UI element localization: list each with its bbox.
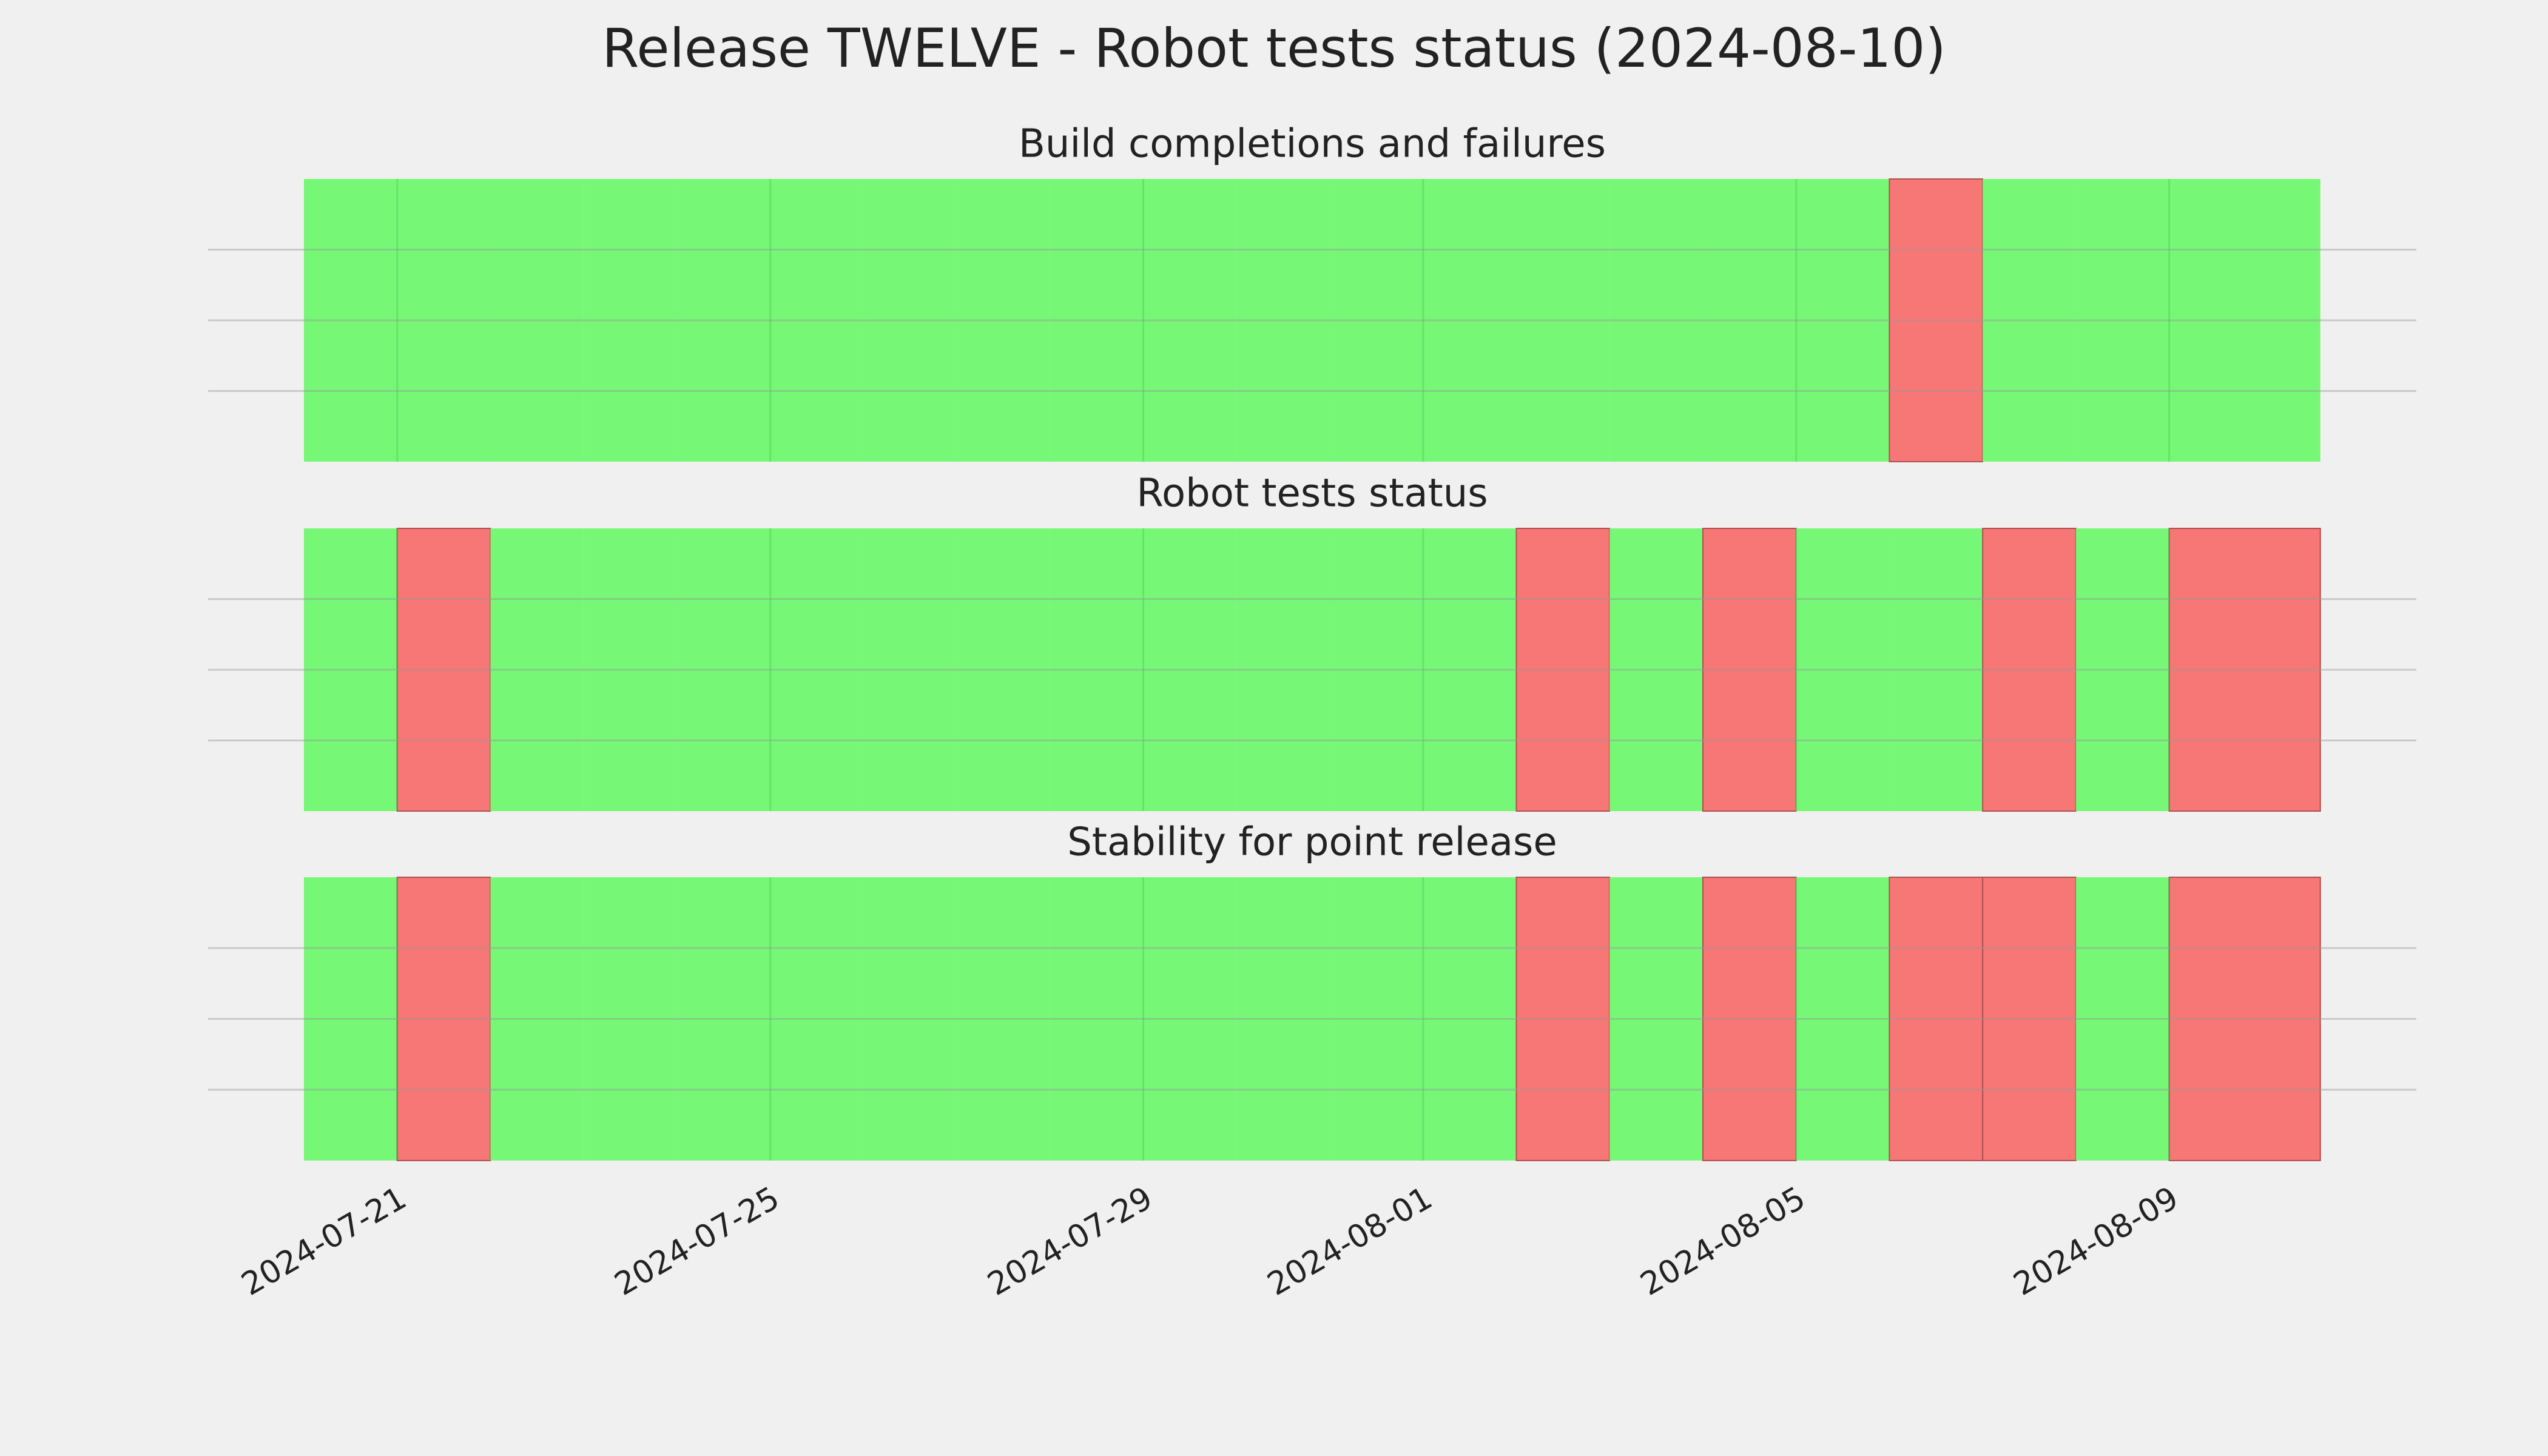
status-bar	[1423, 528, 1517, 811]
status-bar	[1050, 179, 1144, 462]
panel-title: Build completions and failures	[1019, 122, 1606, 167]
figure-title: Release TWELVE - Robot tests status (202…	[602, 17, 1946, 79]
status-bar	[2075, 179, 2169, 462]
status-bar	[863, 877, 957, 1161]
status-bar	[957, 528, 1050, 811]
status-bar	[490, 877, 584, 1161]
status-bar	[1983, 179, 2076, 462]
status-bar	[1423, 877, 1517, 1161]
status-bar	[1516, 179, 1610, 462]
status-bar	[2168, 877, 2321, 1161]
status-bar	[1889, 178, 1984, 462]
status-bar	[1609, 179, 1703, 462]
status-bar	[1143, 877, 1237, 1161]
status-bar	[1143, 528, 1237, 811]
status-bar	[2075, 877, 2169, 1161]
status-bar	[2168, 528, 2321, 812]
status-bar	[676, 179, 770, 462]
status-bar	[863, 179, 957, 462]
status-bar	[1330, 877, 1423, 1161]
status-bar	[1236, 179, 1330, 462]
status-bar	[2169, 179, 2320, 462]
status-bar	[584, 528, 677, 811]
status-bar	[1889, 528, 1983, 811]
status-bar	[770, 179, 864, 462]
status-bar	[1796, 528, 1890, 811]
status-bar	[1515, 877, 1611, 1161]
status-bar	[1143, 179, 1237, 462]
status-bar	[397, 179, 491, 462]
status-bar	[1423, 179, 1517, 462]
status-bar	[1796, 877, 1890, 1161]
status-bar	[1609, 528, 1703, 811]
status-bar	[770, 528, 864, 811]
status-bar	[676, 877, 770, 1161]
status-bar	[676, 528, 770, 811]
status-bar	[396, 528, 491, 812]
status-bar	[584, 179, 677, 462]
status-bar	[2075, 528, 2169, 811]
status-bar	[957, 179, 1050, 462]
status-bar	[1236, 877, 1330, 1161]
panel-title: Stability for point release	[1067, 820, 1557, 865]
status-bar	[863, 528, 957, 811]
status-bar	[304, 179, 397, 462]
status-bar	[1702, 179, 1796, 462]
status-bar	[1236, 528, 1330, 811]
status-bar	[1330, 528, 1423, 811]
status-bar	[1702, 877, 1797, 1161]
status-bar	[1796, 179, 1890, 462]
status-bar	[1702, 528, 1797, 812]
status-bar	[490, 528, 584, 811]
status-bar	[770, 877, 864, 1161]
status-bar	[304, 528, 397, 811]
status-bar	[1050, 528, 1144, 811]
status-bar	[957, 877, 1050, 1161]
status-bar	[1609, 877, 1703, 1161]
status-bar	[1330, 179, 1423, 462]
status-bar	[1050, 877, 1144, 1161]
status-bar	[490, 179, 584, 462]
status-bar	[1982, 877, 2077, 1161]
panel-title: Robot tests status	[1136, 471, 1488, 516]
status-bar	[584, 877, 677, 1161]
status-bar	[304, 877, 397, 1161]
status-bar	[1515, 528, 1611, 812]
